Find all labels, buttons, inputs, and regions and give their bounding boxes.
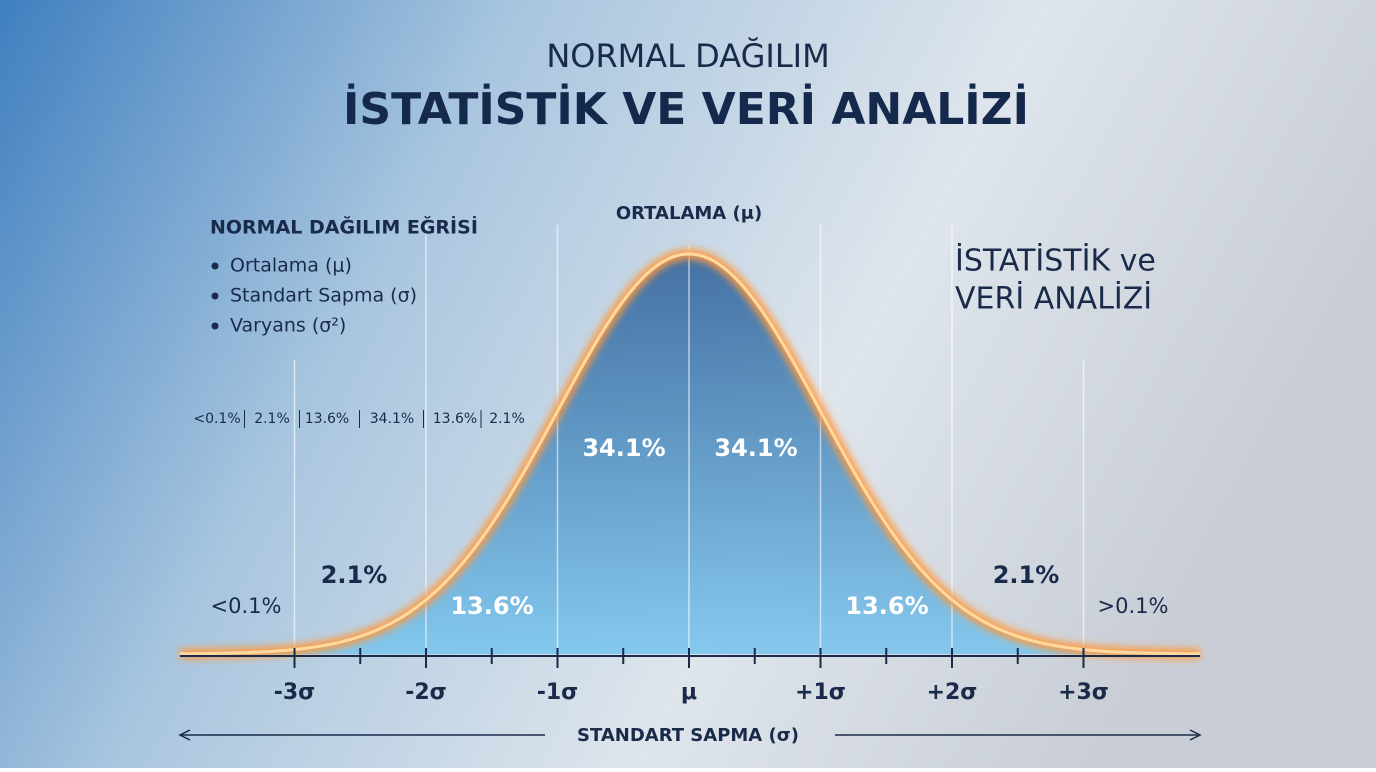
- title: İSTATİSTİK VE VERİ ANALİZİ: [343, 82, 1029, 135]
- legend-bullet: [211, 292, 219, 300]
- region-label: 13.6%: [450, 592, 533, 620]
- region-label: 34.1%: [582, 434, 665, 462]
- strip-label: <0.1%: [193, 411, 240, 427]
- legend-item: Standart Sapma (σ): [230, 285, 417, 307]
- axis-tick-label: +3σ: [1058, 680, 1109, 705]
- legend-item: Ortalama (μ): [230, 255, 352, 277]
- axis-arrows: [178, 729, 1202, 741]
- curve-area: [180, 254, 1200, 654]
- axis-tick-label: +2σ: [927, 680, 978, 705]
- strip-label: 34.1%: [370, 411, 414, 427]
- strip-label: 2.1%: [489, 411, 525, 427]
- axis-tick-label: -2σ: [405, 680, 447, 705]
- legend-bullet: [211, 262, 219, 270]
- subtitle: NORMAL DAĞILIM: [546, 36, 829, 75]
- curve-group: [179, 225, 1200, 659]
- region-label: 34.1%: [714, 434, 797, 462]
- legend-item: Varyans (σ²): [230, 315, 346, 337]
- side-title: VERİ ANALİZİ: [955, 281, 1152, 317]
- region-label: 2.1%: [993, 561, 1060, 589]
- legend-bullet: [211, 322, 219, 330]
- axis-label: STANDART SAPMA (σ): [577, 725, 799, 746]
- axis-tick-label: -3σ: [274, 680, 316, 705]
- mean-label: ORTALAMA (μ): [616, 203, 762, 224]
- axis-tick-label: -1σ: [537, 680, 579, 705]
- side-title: İSTATİSTİK ve: [955, 243, 1156, 279]
- curve-line: [179, 252, 1200, 656]
- legend-title: NORMAL DAĞILIM EĞRİSİ: [210, 215, 478, 239]
- axis-tick-label: +1σ: [795, 680, 846, 705]
- axis-tick-label: μ: [681, 680, 697, 705]
- strip-label: 13.6%: [305, 411, 349, 427]
- strip-label: 13.6%: [433, 411, 477, 427]
- region-label: <0.1%: [211, 594, 282, 618]
- region-label: 13.6%: [845, 592, 928, 620]
- strip-label: 2.1%: [254, 411, 290, 427]
- region-label: 2.1%: [321, 561, 388, 589]
- region-label: >0.1%: [1098, 594, 1169, 618]
